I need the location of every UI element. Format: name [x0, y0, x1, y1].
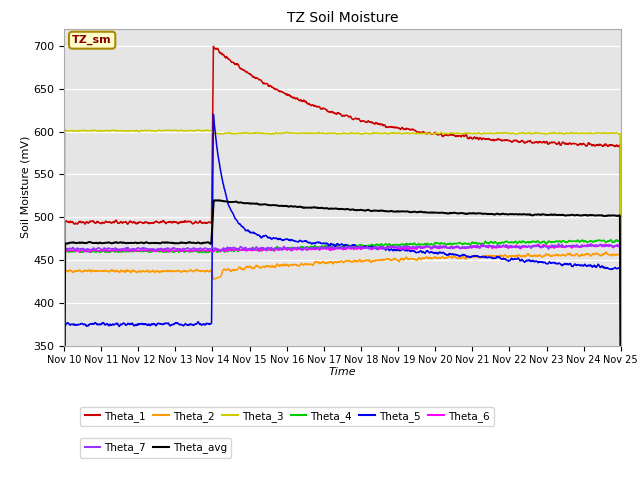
Theta_6	[617, 376, 625, 382]
Line: Theta_6: Theta_6	[64, 244, 621, 448]
Theta_5	[209, 111, 217, 117]
Theta_4	[607, 237, 614, 242]
Theta_3	[440, 131, 448, 136]
Theta_3	[92, 128, 100, 133]
Theta_1	[179, 219, 187, 225]
Theta_avg	[440, 210, 448, 216]
Theta_avg	[617, 374, 625, 380]
Theta_2	[268, 264, 276, 270]
Theta_4	[92, 249, 100, 255]
Theta_3	[60, 385, 68, 391]
Theta_7	[92, 246, 100, 252]
Theta_6	[92, 247, 100, 252]
Text: TZ_sm: TZ_sm	[72, 35, 112, 45]
Theta_6	[268, 246, 276, 252]
Theta_6	[440, 243, 448, 249]
Theta_3	[109, 127, 117, 132]
Theta_6	[60, 445, 68, 451]
Theta_2	[179, 268, 187, 274]
Line: Theta_4: Theta_4	[64, 240, 621, 449]
Theta_1	[60, 431, 68, 437]
Theta_3	[291, 130, 298, 136]
Theta_7	[60, 444, 68, 450]
Theta_3	[269, 131, 276, 136]
Theta_5	[440, 251, 448, 256]
Theta_4	[287, 246, 295, 252]
Theta_5	[269, 236, 276, 241]
Theta_7	[290, 244, 298, 250]
Theta_1	[617, 309, 625, 315]
Theta_5	[92, 320, 100, 326]
Theta_7	[287, 246, 295, 252]
Theta_1	[291, 95, 298, 101]
Theta_2	[617, 381, 625, 387]
Theta_7	[555, 241, 563, 247]
Theta_4	[617, 374, 625, 380]
Legend: Theta_7, Theta_avg: Theta_7, Theta_avg	[81, 438, 231, 457]
Theta_7	[617, 376, 625, 382]
Theta_5	[291, 238, 298, 243]
Theta_2	[440, 255, 448, 261]
Theta_4	[268, 247, 276, 253]
Theta_6	[587, 241, 595, 247]
Theta_avg	[287, 203, 295, 209]
Theta_4	[179, 248, 187, 254]
Theta_2	[60, 455, 68, 460]
Theta_avg	[291, 204, 298, 209]
Title: TZ Soil Moisture: TZ Soil Moisture	[287, 11, 398, 25]
Line: Theta_7: Theta_7	[64, 244, 621, 447]
Theta_avg	[60, 441, 68, 447]
Theta_avg	[179, 240, 187, 246]
Theta_2	[287, 262, 295, 268]
Theta_5	[179, 323, 187, 328]
Theta_6	[287, 247, 295, 253]
Theta_4	[290, 246, 298, 252]
X-axis label: Time: Time	[328, 367, 356, 377]
Line: Theta_2: Theta_2	[64, 252, 621, 457]
Theta_6	[179, 248, 187, 254]
Line: Theta_1: Theta_1	[64, 47, 621, 434]
Theta_6	[290, 246, 298, 252]
Line: Theta_3: Theta_3	[64, 130, 621, 388]
Theta_3	[617, 301, 625, 307]
Theta_4	[440, 241, 448, 247]
Theta_2	[92, 268, 100, 274]
Theta_5	[287, 237, 295, 243]
Theta_2	[602, 249, 609, 255]
Theta_4	[60, 446, 68, 452]
Theta_7	[179, 246, 187, 252]
Y-axis label: Soil Moisture (mV): Soil Moisture (mV)	[20, 136, 30, 239]
Theta_7	[268, 246, 276, 252]
Theta_avg	[211, 197, 219, 203]
Theta_7	[440, 244, 448, 250]
Theta_1	[269, 84, 276, 90]
Line: Theta_avg: Theta_avg	[64, 200, 621, 444]
Line: Theta_5: Theta_5	[64, 114, 621, 480]
Theta_1	[440, 132, 448, 138]
Theta_avg	[269, 202, 276, 208]
Theta_3	[287, 130, 295, 136]
Theta_1	[92, 220, 100, 226]
Theta_2	[290, 262, 298, 267]
Theta_3	[179, 128, 187, 134]
Theta_5	[617, 391, 625, 397]
Theta_1	[209, 44, 217, 49]
Theta_1	[287, 94, 295, 99]
Theta_avg	[92, 240, 100, 246]
